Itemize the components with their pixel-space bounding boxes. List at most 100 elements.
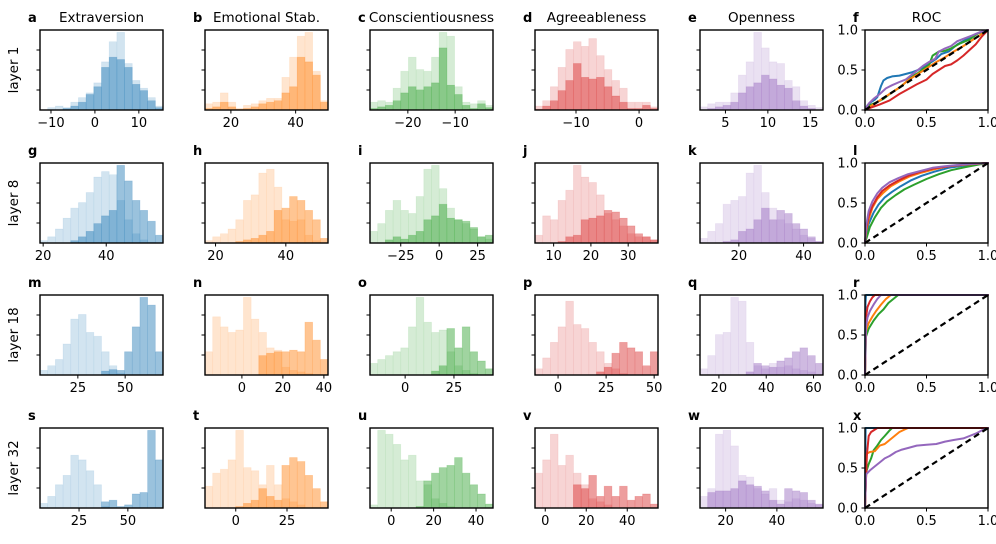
subplot-g: 20 40 g layer 8 [6, 144, 164, 264]
y-tick-label: 0.5 [837, 64, 858, 79]
hist-light-green [369, 430, 455, 509]
hist-light-purple [699, 297, 816, 376]
axes-spines [39, 29, 164, 111]
x-tick-label: −20 [394, 116, 421, 131]
axes-spines [864, 427, 989, 509]
axes-spines [369, 294, 494, 376]
hist-dark-purple [745, 347, 824, 376]
hist-dark-red [557, 210, 659, 244]
axes-spines [534, 162, 659, 244]
axes-spines [534, 427, 659, 509]
subplot-i: −25 0 25 i [358, 144, 494, 264]
x-tick-label: 25 [598, 381, 615, 396]
row-label: layer 32 [6, 440, 22, 495]
panel-title: Extraversion [59, 10, 144, 26]
x-tick-label: 0 [232, 514, 240, 529]
x-tick-label: 10 [131, 116, 148, 131]
y-tick-label: 0.5 [837, 197, 858, 212]
subplot-c: −20 −10 c Conscientiousness [358, 10, 494, 131]
roc-curve-green [864, 427, 989, 509]
hist-dark-orange [235, 457, 329, 509]
subplot-v: 0 20 40 v [523, 409, 659, 529]
subplot-s: 25 50 s layer 32 [6, 409, 164, 529]
hist-light-blue [39, 171, 156, 244]
x-tick-label: 30 [620, 249, 637, 264]
panel-letter: w [688, 409, 700, 424]
x-tick-label: 0.5 [916, 249, 937, 264]
hist-dark-blue [70, 165, 164, 244]
panel-letter: t [193, 409, 199, 424]
y-tick-label: 1.0 [837, 157, 858, 172]
panel-letter: b [193, 11, 202, 26]
x-tick-label: 20 [425, 514, 442, 529]
panel-letter: v [523, 409, 532, 424]
chance-diagonal [864, 29, 989, 111]
x-tick-label: 0.5 [916, 514, 937, 529]
axes-spines [699, 162, 824, 244]
x-tick-label: 40 [278, 249, 295, 264]
hist-light-green [369, 165, 494, 244]
x-tick-label: 0 [541, 514, 549, 529]
y-tick-label: 0.0 [837, 502, 858, 517]
panel-letter: g [28, 144, 37, 159]
x-tick-label: 20 [578, 514, 595, 529]
row-label: layer 1 [6, 47, 22, 94]
subplot-e: 5 10 15 e Openness [688, 10, 824, 131]
subplot-h: 20 40 h [193, 144, 329, 264]
x-tick-label: 25 [279, 514, 296, 529]
y-tick-label: 1.0 [837, 24, 858, 39]
axes-spines [39, 294, 164, 376]
x-tick-label: 0.0 [855, 514, 876, 529]
x-tick-label: 25 [71, 514, 88, 529]
panel-letter: f [853, 11, 859, 26]
hist-light-orange [204, 32, 329, 111]
hist-light-red [534, 300, 628, 376]
subplot-d: −10 0 d Agreeableness [523, 10, 659, 131]
hist-dark-blue [101, 430, 164, 509]
x-tick-label: 20 [731, 249, 748, 264]
panel-letter: n [193, 276, 202, 291]
x-tick-label: 40 [287, 116, 304, 131]
panel-letter: p [523, 276, 532, 291]
hist-dark-green [431, 326, 494, 376]
hist-light-purple [699, 32, 824, 111]
hist-light-purple [699, 430, 824, 509]
hist-light-blue [39, 314, 125, 376]
axes-spines [204, 294, 329, 376]
hist-light-green [369, 32, 494, 111]
x-tick-label: 0 [238, 381, 246, 396]
hist-dark-orange [235, 196, 329, 244]
x-tick-label: 0.5 [916, 381, 937, 396]
y-tick-label: 0.0 [837, 104, 858, 119]
panel-title: Agreeableness [547, 10, 647, 26]
x-tick-label: 0 [387, 514, 395, 529]
x-tick-label: 1.0 [978, 249, 996, 264]
hist-light-blue [39, 454, 110, 509]
x-tick-label: 0 [435, 249, 443, 264]
panel-letter: s [28, 409, 36, 424]
hist-light-orange [204, 168, 321, 244]
panel-letter: x [853, 409, 862, 424]
subplot-l: 0.0 0.5 1.00.00.51.0l [837, 144, 996, 264]
roc-curve-orange [864, 427, 989, 509]
y-tick-label: 1.0 [837, 289, 858, 304]
x-tick-label: 25 [469, 249, 486, 264]
subplot-a: −10 0 10 a Extraversion layer 1 [6, 10, 164, 131]
subplot-m: 25 50 m layer 18 [6, 276, 164, 396]
roc-curve-green [864, 294, 989, 376]
x-tick-label: 40 [758, 381, 775, 396]
y-tick-label: 1.0 [837, 422, 858, 437]
subplot-j: 10 20 30 j [522, 144, 659, 264]
panel-letter: a [28, 11, 37, 26]
row-label: layer 18 [6, 307, 22, 362]
hist-dark-green [385, 203, 494, 244]
x-tick-label: 0 [554, 381, 562, 396]
axes-spines [534, 29, 659, 111]
axes-spines [369, 29, 494, 111]
hist-dark-blue [62, 56, 164, 111]
panel-letter: q [688, 276, 697, 291]
hist-dark-red [534, 63, 659, 111]
axes-spines [699, 427, 824, 509]
axes-spines [39, 427, 164, 509]
x-tick-label: 40 [98, 249, 115, 264]
